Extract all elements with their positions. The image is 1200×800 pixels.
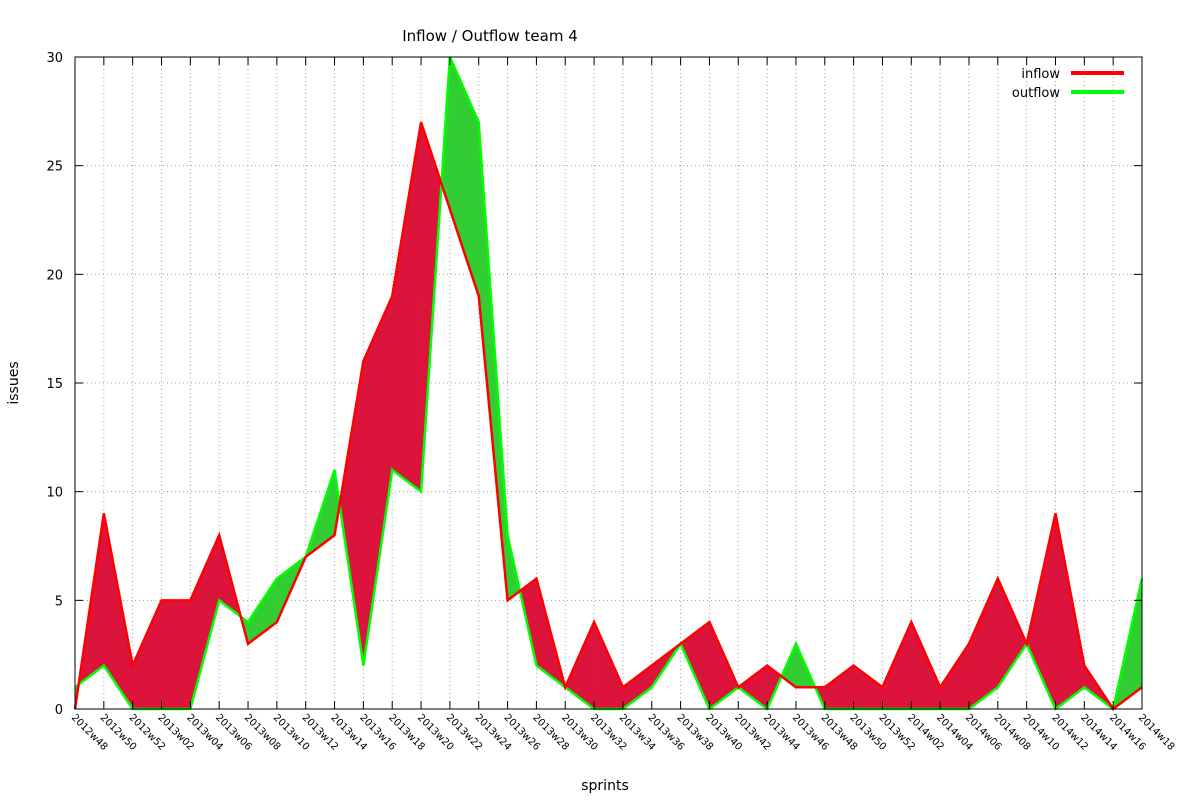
y-tick-label: 20 — [46, 268, 63, 283]
y-tick-label: 10 — [46, 486, 63, 501]
difference-region — [190, 535, 220, 710]
difference-region — [339, 361, 364, 666]
chart-title: Inflow / Outflow team 4 — [402, 27, 578, 45]
y-tick-label: 15 — [46, 377, 63, 392]
difference-region — [1026, 513, 1056, 710]
difference-region — [449, 56, 479, 297]
difference-region — [161, 600, 191, 710]
y-axis-label: issues — [6, 361, 22, 404]
difference-region — [593, 621, 624, 710]
legend-label-inflow: inflow — [1021, 67, 1060, 82]
difference-region — [824, 665, 854, 710]
y-tick-label: 25 — [46, 160, 63, 175]
difference-region — [391, 122, 422, 493]
difference-region — [939, 642, 970, 710]
difference-region — [882, 621, 912, 710]
difference-region — [709, 621, 739, 710]
difference-region — [680, 621, 710, 710]
axis-ticks — [74, 56, 1143, 710]
series-line-inflow — [73, 121, 1143, 711]
difference-region — [853, 665, 883, 710]
legend-label-outflow: outflow — [1012, 86, 1060, 101]
y-tick-label: 5 — [55, 594, 63, 609]
legend: inflow outflow — [1012, 67, 1124, 101]
difference-region — [737, 665, 768, 710]
difference-region — [911, 621, 941, 710]
y-tick-label: 0 — [55, 703, 63, 718]
difference-region — [622, 665, 653, 710]
y-tick-label: 30 — [46, 51, 63, 66]
difference-region — [564, 621, 595, 710]
x-axis-label: sprints — [581, 778, 628, 794]
